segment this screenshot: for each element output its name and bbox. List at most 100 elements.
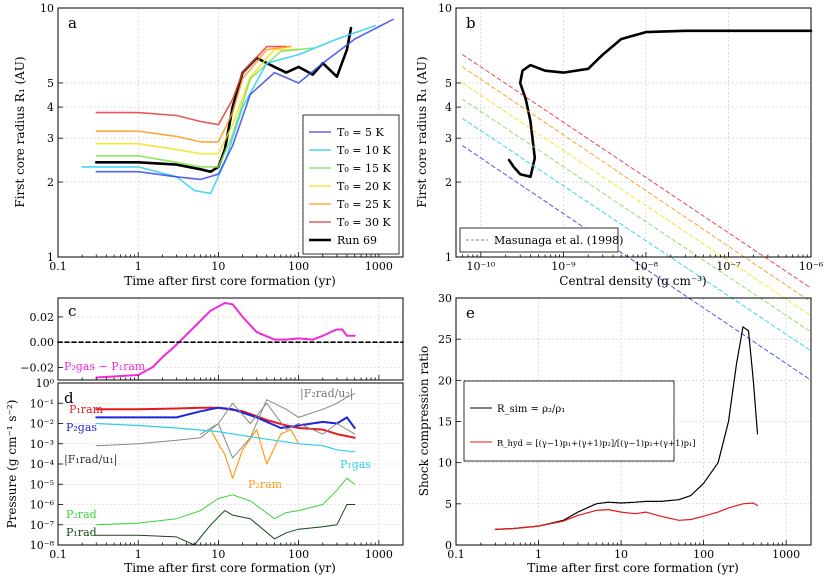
e-ytick-label: 0 [445,539,452,552]
legend-label-run69: Run 69 [337,234,377,247]
d-ytick-label: 10⁰ [36,377,55,390]
a-ytick-label: 10 [40,2,54,15]
panel-a-ylabel: First core radius R₁ (AU) [13,56,27,207]
a-series-t0-30-k [95,45,288,126]
panel-a-letter: a [68,14,77,32]
panel-b-ticks: 10⁻¹⁰ 10⁻⁹ 10⁻⁸ 10⁻⁷ 10⁻⁶ 1 2 3 4 5 10 [438,2,824,273]
a-ytick-label: 1 [47,251,54,264]
b-series-masunaga-30-k [462,54,812,289]
d-xtick-label: 0.1 [49,548,67,561]
d-ytick-label: 10⁻⁶ [30,499,55,512]
legend-label-5k: T₀ = 5 K [337,126,384,139]
a-ytick-label: 3 [47,132,54,145]
panel-c-annotation: P₂gas − P₁ram [64,360,146,373]
e-series-r-sim [494,326,759,531]
label-p1-rad: P₁rad [66,526,97,539]
d-ytick-label: 10⁻⁸ [30,539,55,552]
legend-label-10k: T₀ = 10 K [337,144,391,157]
legend-label-30k: T₀ = 30 K [337,216,391,229]
legend-label-20k: T₀ = 20 K [337,180,391,193]
b-xtick-label: 10⁻⁸ [634,260,659,273]
e-xtick-label: 1000 [772,548,800,561]
d-series-p2ram [210,429,300,479]
panel-a-frame [57,7,404,258]
e-ytick-label: 10 [438,457,452,470]
b-xtick-label: 10⁻⁷ [716,260,741,273]
panel-e-legend-box [463,380,675,462]
label-p2-ram: P₂ram [248,478,283,491]
e-ytick-label: 5 [445,498,452,511]
b-xtick-label: 10⁻¹⁰ [467,260,496,273]
panel-e-xlabel: Time after first core formation (yr) [527,561,739,575]
panel-e-lines [494,326,759,531]
a-xtick-label: 1000 [365,260,393,273]
panel-b-frame [455,7,812,258]
label-p2-rad: P₂rad [66,508,97,521]
panel-b-legend: Masunaga et al. (1998) [459,227,623,253]
panel-e: 0.1 1 10 100 1000 0 5 10 15 20 25 30 e Time after f… [417,292,812,575]
e-xtick-label: 0.1 [447,548,465,561]
b-xtick-label: 10⁻⁶ [799,260,824,273]
b-ytick-label: 5 [445,77,452,90]
b-series-run-69 [507,29,813,179]
a-series-t0-5-k [95,18,394,181]
label-p1-gas: P₁gas [340,458,371,471]
d-ytick-label: 10⁻⁷ [30,519,55,532]
b-series-masunaga-20-k [462,82,812,317]
panel-b-ylabel: First core radius R₁ (AU) [415,56,429,207]
d-series--f2rad-u2- [200,393,356,459]
b-ytick-label: 4 [445,101,452,114]
d-xtick-label: 1 [135,548,142,561]
panel-e-ylabel: Shock compression ratio [417,346,431,497]
panel-b-letter: b [466,14,476,32]
a-series-t0-25-k [95,45,292,143]
label-p1-ram: P₁ram [69,403,104,416]
panel-a-xlabel: Time after first core formation (yr) [124,274,336,288]
a-xtick-label: 0.1 [49,260,67,273]
panel-b-grid [456,7,812,258]
panel-a-legend-box [302,114,400,255]
b-series-masunaga-10-k [462,118,812,352]
c-ytick-label: 0.02 [30,311,55,324]
panel-d-lines [95,393,356,546]
d-series-p2rad [95,477,356,526]
legend-label-rhyd: R_hyd = [(γ−1)p₁+(γ+1)p₂]/[(γ−1)p₂+(γ+1)… [497,438,696,449]
d-ytick-label: 10⁻³ [30,438,54,451]
panel-d-ylabel: Pressure (g cm⁻¹ s⁻²) [5,400,19,529]
e-series-r-hyd [494,502,759,531]
b-ytick-label: 2 [445,176,452,189]
c-series-p2gas-p1ram [95,302,356,379]
b-series-masunaga-5-k [462,145,812,381]
panel-d-letter: d [64,389,74,407]
panel-b-lines [462,29,813,381]
d-series--f1rad-u1- [95,402,356,447]
legend-label-rsim: R_sim = ρ₂/ρ₁ [497,404,565,415]
b-series-masunaga-15-k [462,98,812,333]
a-xtick-label: 10 [211,260,225,273]
e-ytick-label: 25 [438,333,452,346]
e-xtick-label: 10 [614,548,628,561]
label-f2-rad: |F₂rad/u₂| [300,387,354,401]
a-series-t0-15-k [95,47,314,168]
panel-d: 0.1 1 10 100 1000 10⁰ 10⁻¹ 10⁻² 10⁻³ 10⁻⁴ 10⁻⁵ 10⁻⁶… [5,377,404,575]
e-xtick-label: 100 [693,548,714,561]
d-series-p1ram [95,406,356,439]
panel-e-legend: R_sim = ρ₂/ρ₁ R_hyd = [(γ−1)p₁+(γ+1)p₂]/… [463,380,696,462]
b-ytick-label: 10 [438,2,452,15]
d-xtick-label: 10 [211,548,225,561]
label-f1-rad: |F₁rad/u₁| [64,453,118,467]
legend-label-masunaga: Masunaga et al. (1998) [494,234,623,247]
d-xtick-label: 100 [288,548,309,561]
a-xtick-label: 100 [288,260,309,273]
a-ytick-label: 5 [47,77,54,90]
legend-label-15k: T₀ = 15 K [337,162,391,175]
d-series-p1gas [95,422,356,453]
legend-label-25k: T₀ = 25 K [337,198,391,211]
panel-b: 10⁻¹⁰ 10⁻⁹ 10⁻⁸ 10⁻⁷ 10⁻⁶ 1 2 3 4 5 10 b Central d… [415,2,824,381]
panel-c-letter: c [68,302,76,320]
panel-d-ticks: 0.1 1 10 100 1000 10⁰ 10⁻¹ 10⁻² 10⁻³ 10⁻⁴ 10⁻⁵ 10⁻⁶… [30,377,404,561]
panel-a-legend: T₀ = 5 K T₀ = 10 K T₀ = 15 K T₀ = 20 K T… [302,114,400,255]
